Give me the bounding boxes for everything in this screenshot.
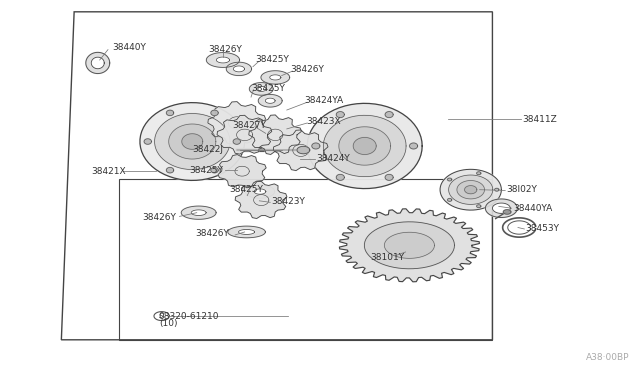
Polygon shape	[265, 98, 275, 103]
Polygon shape	[218, 155, 266, 188]
Polygon shape	[353, 137, 376, 154]
Text: 38440YA: 38440YA	[513, 204, 552, 213]
Text: 38423X: 38423X	[307, 117, 341, 126]
Text: 38422J: 38422J	[192, 145, 223, 154]
Polygon shape	[457, 180, 484, 199]
Polygon shape	[259, 94, 282, 107]
Polygon shape	[257, 86, 266, 92]
Polygon shape	[297, 146, 310, 154]
Text: 38424Y: 38424Y	[316, 154, 350, 163]
Text: 38426Y: 38426Y	[195, 229, 229, 238]
Polygon shape	[364, 222, 454, 269]
Text: 38426Y: 38426Y	[291, 65, 324, 74]
Polygon shape	[323, 115, 406, 177]
Polygon shape	[503, 210, 511, 214]
Polygon shape	[449, 175, 493, 204]
Text: A38·00BP: A38·00BP	[586, 353, 630, 362]
Polygon shape	[440, 169, 501, 210]
Text: 38425Y: 38425Y	[251, 84, 285, 93]
Polygon shape	[410, 143, 417, 149]
Text: 38425Y: 38425Y	[189, 166, 223, 175]
Polygon shape	[250, 83, 273, 95]
Polygon shape	[166, 110, 173, 116]
Text: 38426Y: 38426Y	[143, 213, 177, 222]
Polygon shape	[245, 185, 275, 198]
Polygon shape	[385, 232, 435, 258]
Text: 08320-61210: 08320-61210	[159, 312, 219, 321]
Text: 38425Y: 38425Y	[255, 55, 289, 64]
Text: 38411Z: 38411Z	[522, 115, 557, 124]
Polygon shape	[169, 124, 216, 159]
Polygon shape	[307, 103, 422, 189]
Polygon shape	[385, 112, 393, 118]
Text: 38440Y: 38440Y	[113, 43, 147, 52]
Text: 38427Y: 38427Y	[232, 122, 266, 131]
Polygon shape	[336, 174, 344, 180]
Polygon shape	[233, 139, 241, 144]
Polygon shape	[477, 205, 481, 208]
Polygon shape	[217, 115, 272, 154]
Polygon shape	[447, 178, 452, 181]
Text: 38424YA: 38424YA	[305, 96, 344, 105]
Polygon shape	[465, 186, 477, 194]
Text: 38I02Y: 38I02Y	[506, 185, 538, 194]
Text: 38421X: 38421X	[92, 167, 126, 176]
Text: 38101Y: 38101Y	[370, 253, 404, 262]
Polygon shape	[273, 130, 328, 171]
Text: 38453Y: 38453Y	[525, 224, 559, 234]
Text: 38426Y: 38426Y	[208, 45, 242, 54]
Polygon shape	[235, 182, 287, 218]
Polygon shape	[447, 199, 452, 201]
Text: 38425Y: 38425Y	[229, 185, 263, 194]
Polygon shape	[495, 188, 499, 191]
Polygon shape	[269, 75, 281, 80]
Polygon shape	[211, 110, 218, 116]
Polygon shape	[261, 71, 290, 84]
Polygon shape	[144, 139, 152, 144]
Polygon shape	[234, 66, 244, 72]
Polygon shape	[339, 127, 390, 165]
Polygon shape	[216, 57, 230, 63]
Polygon shape	[385, 174, 393, 180]
Polygon shape	[155, 113, 230, 170]
Polygon shape	[166, 167, 173, 173]
Polygon shape	[92, 57, 104, 69]
Polygon shape	[492, 203, 510, 214]
Polygon shape	[140, 103, 244, 180]
Polygon shape	[254, 189, 266, 194]
Polygon shape	[211, 167, 218, 173]
Text: S: S	[159, 313, 164, 319]
Polygon shape	[336, 112, 344, 118]
Polygon shape	[339, 209, 479, 282]
Polygon shape	[227, 62, 252, 76]
Polygon shape	[191, 210, 206, 215]
Polygon shape	[182, 134, 203, 149]
Polygon shape	[206, 52, 239, 67]
Polygon shape	[86, 52, 109, 74]
Polygon shape	[239, 230, 255, 234]
Polygon shape	[208, 102, 266, 144]
Text: (10): (10)	[159, 320, 177, 328]
Polygon shape	[485, 199, 517, 218]
Polygon shape	[312, 143, 320, 149]
Polygon shape	[477, 172, 481, 175]
Polygon shape	[181, 206, 216, 219]
Polygon shape	[228, 226, 266, 238]
Polygon shape	[249, 115, 301, 154]
Text: 38423Y: 38423Y	[271, 197, 305, 206]
